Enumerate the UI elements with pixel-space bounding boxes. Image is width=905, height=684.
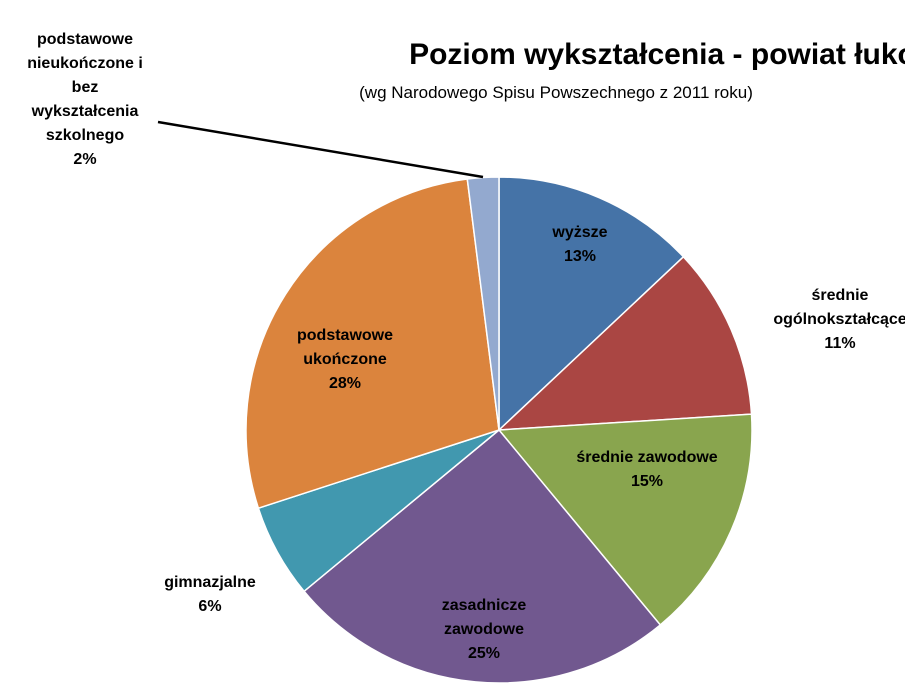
leader-line — [157, 120, 484, 179]
category-label: średnie ogólnokształcące — [773, 287, 905, 328]
category-label: zasadnicze zawodowe — [441, 597, 527, 638]
value-label: 11% — [824, 335, 856, 352]
value-label: 28% — [328, 375, 362, 392]
value-label: 2% — [73, 151, 97, 168]
chart-title: Poziom wykształcenia - powiat łukowski — [409, 38, 905, 71]
slice-label: średnie ogólnokształcące 11% — [773, 284, 905, 356]
slice-label: zasadnicze zawodowe 25% — [442, 594, 526, 666]
value-label: 13% — [563, 248, 597, 265]
pie-slice — [303, 428, 662, 684]
chart-subtitle: (wg Narodowego Spisu Powszechnego z 2011… — [359, 83, 753, 102]
slice-label: gimnazjalne 6% — [164, 571, 256, 619]
pie-slice — [245, 178, 500, 510]
category-label: gimnazjalne — [164, 574, 256, 591]
category-label: średnie zawodowe — [576, 449, 718, 466]
slice-label: wyższe 13% — [552, 221, 607, 269]
pie-slice — [497, 413, 753, 626]
category-label: podstawowe ukończone — [296, 327, 394, 368]
category-label: podstawowe nieukończone i bez wykształce… — [27, 31, 143, 144]
pie-slice — [498, 176, 685, 432]
value-label: 25% — [467, 645, 501, 662]
category-label: wyższe — [552, 224, 608, 241]
slice-label: średnie zawodowe 15% — [576, 446, 717, 494]
pie-slice — [496, 255, 753, 431]
pie-slice — [466, 176, 500, 431]
slice-label: podstawowe nieukończone i bez wykształce… — [27, 28, 143, 172]
slice-label: podstawowe ukończone 28% — [297, 324, 393, 396]
value-label: 15% — [630, 473, 664, 490]
value-label: 6% — [198, 598, 222, 615]
